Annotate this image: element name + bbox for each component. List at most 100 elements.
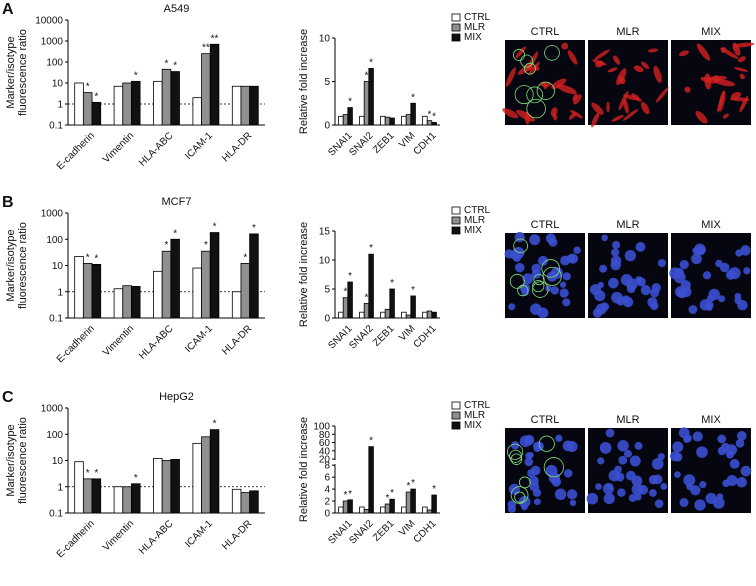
cell — [622, 109, 639, 121]
x-tick-label: ZEB1 — [371, 518, 397, 544]
bar — [240, 85, 251, 126]
nucleus — [559, 281, 567, 288]
nucleus — [573, 246, 581, 254]
nucleus — [692, 247, 700, 255]
bar — [91, 478, 102, 514]
nucleus — [629, 455, 641, 467]
x-tick-label: E-cadherin — [55, 323, 97, 365]
bar — [201, 436, 211, 514]
cell — [695, 110, 708, 124]
legend-label: MLR — [464, 22, 485, 33]
bar — [426, 509, 433, 514]
nucleus — [743, 267, 751, 275]
significance: * — [411, 92, 415, 103]
x-tick-label: ICAM-1 — [183, 130, 215, 162]
bar — [426, 310, 433, 319]
nucleus — [612, 240, 621, 250]
nucleus — [546, 271, 558, 282]
nucleus — [699, 481, 707, 489]
legend-label: MIX — [464, 420, 482, 431]
bar — [82, 92, 93, 126]
nucleus — [599, 264, 608, 273]
bar — [389, 498, 395, 514]
cell — [655, 87, 669, 103]
bar — [201, 250, 211, 319]
x-tick-label: SNAI2 — [347, 130, 376, 159]
bar — [153, 80, 163, 126]
cell — [611, 114, 624, 122]
significance: * — [173, 61, 177, 72]
bar — [380, 115, 386, 126]
nucleus — [529, 234, 541, 246]
bar — [431, 494, 437, 514]
significance: * — [213, 222, 217, 233]
cell — [616, 68, 627, 86]
nucleus — [529, 303, 542, 316]
bar — [363, 81, 370, 126]
x-tick-label: E-cadherin — [55, 130, 97, 172]
legend-swatch — [451, 216, 461, 225]
significance: * — [411, 478, 415, 489]
y-axis-label: Marker/isotype — [5, 229, 17, 301]
y-axis-label: Relative fold increase — [298, 222, 310, 327]
bar — [363, 303, 370, 319]
bar — [380, 311, 386, 319]
cell — [696, 43, 711, 61]
nucleus — [524, 457, 534, 467]
bar — [368, 446, 374, 514]
bar — [401, 311, 407, 319]
y-axis-label: Relative fold increase — [298, 29, 310, 134]
bar — [161, 460, 172, 514]
micrograph — [588, 428, 668, 513]
significance: * — [94, 468, 98, 479]
bar — [161, 250, 172, 319]
nucleus — [720, 442, 730, 452]
y-tick-label: 10 — [52, 456, 64, 467]
bar — [122, 486, 132, 514]
bar — [113, 288, 124, 319]
x-tick-label: E-cadherin — [55, 518, 97, 560]
bar — [389, 288, 395, 319]
y-tick-label: 1 — [57, 100, 63, 111]
nucleus — [521, 503, 528, 511]
y-axis-label: fluorescence ratio — [17, 29, 29, 116]
bar — [347, 107, 353, 126]
nucleus — [696, 446, 708, 458]
bar — [384, 503, 391, 514]
bar — [410, 488, 416, 514]
bar — [153, 458, 163, 514]
bar — [431, 121, 437, 126]
nucleus — [592, 308, 603, 318]
nucleus — [737, 299, 748, 311]
nucleus — [554, 488, 567, 501]
bar — [342, 114, 349, 126]
bar — [209, 429, 220, 514]
y-tick-label: 10 — [319, 256, 331, 267]
cell — [556, 84, 577, 95]
nucleus — [722, 479, 730, 488]
nucleus — [654, 499, 664, 509]
cell — [505, 67, 516, 87]
bar — [405, 491, 412, 514]
y-tick-label: 0.1 — [49, 314, 63, 325]
y-tick-label: 10000 — [35, 16, 63, 27]
nucleus — [597, 457, 605, 465]
image-label: CTRL — [531, 219, 560, 231]
cell — [551, 78, 567, 90]
significance: * — [428, 110, 432, 121]
bar — [249, 490, 259, 514]
y-tick-label: 10 — [52, 261, 64, 272]
significance: * — [369, 243, 373, 254]
significance: * — [390, 278, 394, 289]
legend-swatch — [451, 33, 461, 42]
nucleus — [736, 430, 747, 441]
cell — [737, 56, 746, 63]
x-tick-label: ZEB1 — [371, 323, 397, 349]
image-label: MIX — [701, 26, 721, 38]
bar — [192, 442, 202, 514]
significance: * — [369, 57, 373, 68]
nucleus — [729, 458, 740, 469]
cell — [594, 49, 610, 61]
nucleus — [603, 493, 615, 505]
nucleus — [601, 234, 608, 242]
